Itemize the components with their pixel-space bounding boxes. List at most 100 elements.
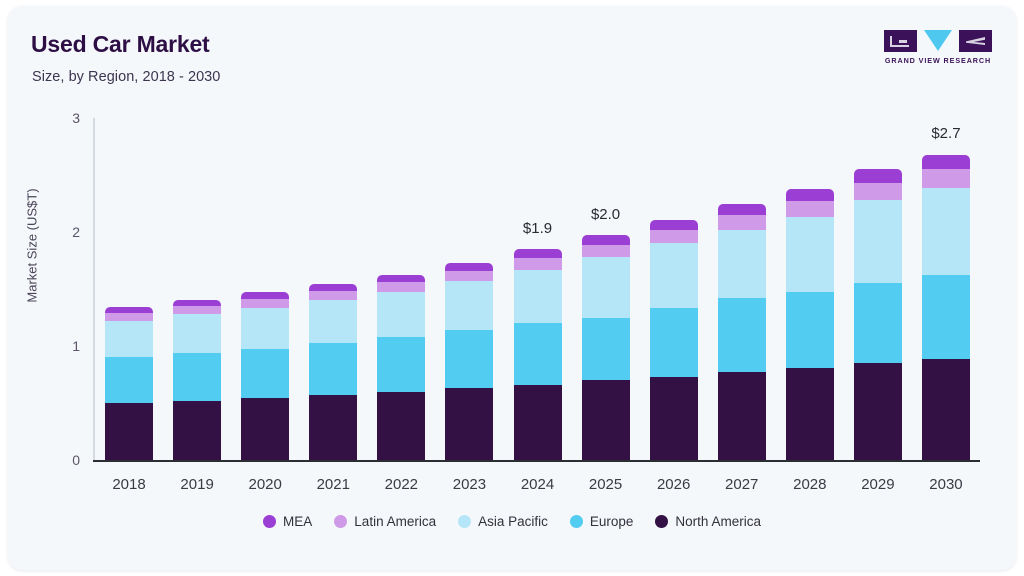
bar-segment-europe[interactable] [853,283,902,364]
bar-segment-north-america[interactable] [309,395,358,460]
stacked-bar[interactable] [105,307,154,460]
bar-segment-latin-america[interactable] [649,229,698,244]
bar-segment-mea[interactable] [649,219,698,230]
bar-segment-mea[interactable] [513,249,562,259]
y-axis-tick-label: 3 [72,110,80,126]
bar-segment-europe[interactable] [377,336,426,392]
bar-segment-north-america[interactable] [717,372,766,460]
bar-segment-europe[interactable] [581,317,630,381]
stacked-bar[interactable] [921,154,970,460]
stacked-bar[interactable] [853,169,902,460]
bar-segment-mea[interactable] [309,284,358,292]
bar-segment-north-america[interactable] [173,400,222,460]
legend-item-latin-america[interactable]: Latin America [334,514,436,529]
x-axis-tick-label: 2026 [656,476,691,493]
bar-segment-asia-pacific[interactable] [241,308,290,350]
bar-segment-mea[interactable] [785,188,834,202]
bar-segment-asia-pacific[interactable] [921,187,970,276]
bar-segment-mea[interactable] [241,292,290,300]
stacked-bar[interactable] [309,284,358,460]
y-axis-label: Market Size (US$T) [24,188,40,303]
bar-segment-europe[interactable] [241,349,290,399]
bar-segment-latin-america[interactable] [445,270,494,282]
stacked-bar[interactable] [445,262,494,460]
stacked-bar[interactable] [785,188,834,460]
bar-segment-north-america[interactable] [853,363,902,460]
stacked-bar[interactable] [377,275,426,460]
bar-segment-europe[interactable] [309,342,358,396]
chart-legend: MEA Latin America Asia Pacific Europe North … [8,514,1016,529]
logo-marks [884,30,992,54]
bar-segment-north-america[interactable] [105,403,154,460]
bar-segment-latin-america[interactable] [105,312,154,321]
bar-segment-mea[interactable] [921,154,970,170]
bar-segment-north-america[interactable] [921,358,970,460]
x-axis-tick-label: 2025 [588,476,623,493]
x-axis-tick-label: 2019 [180,476,214,493]
bar-segment-mea[interactable] [717,203,766,215]
legend-item-europe[interactable]: Europe [569,514,633,529]
bar-segment-latin-america[interactable] [513,258,562,270]
bar-segment-mea[interactable] [445,262,494,271]
chart-header: Used Car Market Size, by Region, 2018 - … [8,6,1016,102]
bar-segment-europe[interactable] [513,323,562,385]
bar-segment-asia-pacific[interactable] [377,292,426,337]
stacked-bar[interactable] [173,300,222,460]
stacked-bar[interactable] [241,292,290,460]
bar-segment-mea[interactable] [581,235,630,245]
bar-segment-asia-pacific[interactable] [649,243,698,309]
bar-segment-asia-pacific[interactable] [173,314,222,353]
bar-segment-latin-america[interactable] [785,201,834,218]
bar-segment-mea[interactable] [173,300,222,307]
bar-segment-latin-america[interactable] [853,183,902,201]
x-axis-tick-label: 2018 [112,476,146,493]
bar-segment-north-america[interactable] [785,367,834,460]
stacked-bar[interactable] [581,235,630,460]
legend-item-mea[interactable]: MEA [263,514,312,529]
chart-plot-area: Market Size (US$T) 0 1 2 3 $1.9 $2.0 $2.7 201… [8,6,1016,570]
bar-segment-asia-pacific[interactable] [105,320,154,358]
bar-segment-asia-pacific[interactable] [717,229,766,299]
legend-swatch-icon [458,515,472,528]
bar-segment-mea[interactable] [853,169,902,183]
bar-segment-north-america[interactable] [581,380,630,460]
bar-segment-mea[interactable] [377,275,426,283]
bar-segment-latin-america[interactable] [309,291,358,301]
bar-segment-asia-pacific[interactable] [309,300,358,343]
bar-segment-latin-america[interactable] [921,169,970,188]
bar-segment-north-america[interactable] [649,376,698,460]
bar-segment-latin-america[interactable] [581,244,630,258]
stacked-bar[interactable] [649,219,698,460]
bar-segment-latin-america[interactable] [241,299,290,309]
bar-segment-europe[interactable] [717,298,766,373]
bar-segment-asia-pacific[interactable] [581,257,630,318]
x-axis-tick-label: 2020 [248,476,282,493]
page-subtitle: Size, by Region, 2018 - 2030 [32,69,221,85]
bar-segment-mea[interactable] [105,307,154,313]
bar-segment-north-america[interactable] [377,391,426,460]
bar-segment-latin-america[interactable] [717,214,766,230]
bar-segment-north-america[interactable] [445,388,494,460]
logo-v-triangle-icon [924,30,952,51]
bar-segment-asia-pacific[interactable] [445,281,494,331]
bar-segment-europe[interactable] [921,275,970,359]
bar-segment-latin-america[interactable] [173,306,222,315]
bar-segment-north-america[interactable] [241,398,290,460]
bar-segment-europe[interactable] [105,357,154,403]
bar-segment-europe[interactable] [649,308,698,377]
bar-segment-north-america[interactable] [513,384,562,460]
legend-item-north-america[interactable]: North America [655,514,761,529]
bar-segment-asia-pacific[interactable] [785,217,834,293]
bar-segment-asia-pacific[interactable] [513,269,562,324]
stacked-bar[interactable] [717,203,766,460]
bar-segment-europe[interactable] [785,292,834,368]
bar-value-label: $1.9 [522,220,553,238]
logo-g-mark-icon [884,30,917,52]
bar-segment-europe[interactable] [173,352,222,401]
legend-item-asia-pacific[interactable]: Asia Pacific [458,514,548,529]
x-axis-tick-label: 2023 [452,476,487,493]
bar-segment-asia-pacific[interactable] [853,200,902,284]
stacked-bar[interactable] [513,249,562,460]
bar-segment-latin-america[interactable] [377,282,426,293]
bar-segment-europe[interactable] [445,330,494,389]
